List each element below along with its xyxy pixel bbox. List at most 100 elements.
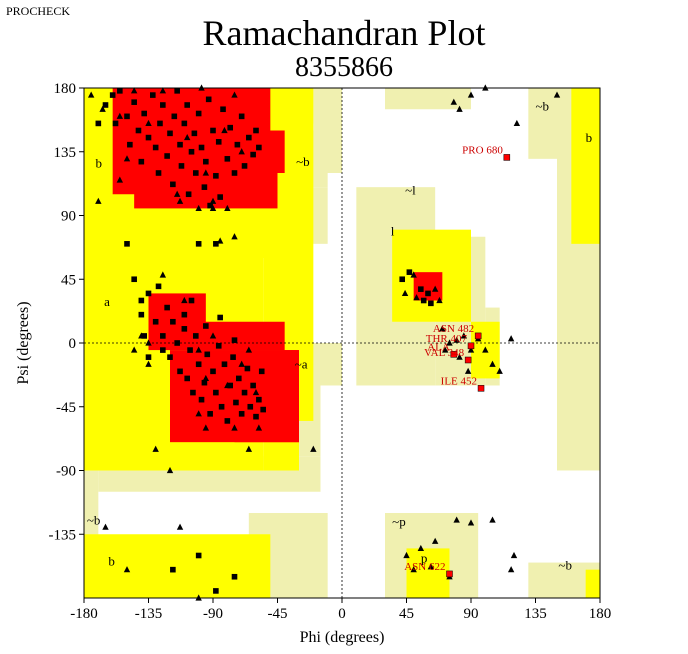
residue-square-point (181, 311, 188, 318)
outlier-label: ALA (427, 341, 450, 353)
allowed-region (585, 569, 600, 598)
residue-square-point (244, 365, 251, 372)
zero-lines (84, 88, 600, 598)
residue-square-point (253, 413, 259, 420)
residue-triangle-point (166, 466, 174, 474)
residue-triangle-point (310, 445, 317, 452)
residue-triangle-point (467, 519, 475, 526)
x-tick-label: -90 (203, 606, 223, 622)
residue-triangle-point (145, 360, 152, 367)
residue-triangle-point (427, 563, 435, 570)
residue-triangle-point (507, 566, 515, 573)
residue-square-point (155, 170, 162, 176)
residue-triangle-point (202, 169, 210, 176)
region-label: ~b (87, 512, 101, 527)
residue-square-point (152, 144, 159, 151)
residue-square-point (193, 170, 199, 176)
residue-triangle-point (231, 91, 238, 98)
residue-triangle-point (173, 190, 181, 197)
residue-triangle-point (102, 523, 109, 530)
residue-square-point (95, 120, 102, 127)
residue-square-point (253, 127, 259, 134)
residue-triangle-point (145, 339, 152, 346)
residue-square-point (420, 297, 427, 304)
residue-triangle-point (431, 537, 439, 544)
x-tick-label: 135 (524, 606, 547, 622)
region-label: ~b (558, 558, 572, 573)
residue-triangle-point (130, 87, 138, 94)
residue-square-point (138, 158, 145, 165)
residue-triangle-point (159, 87, 167, 94)
residue-triangle-point (460, 332, 468, 339)
residue-square-point (213, 389, 219, 396)
residue-triangle-point (116, 176, 124, 183)
residue-triangle-point (245, 445, 253, 452)
residue-square-point (112, 120, 119, 127)
residue-square-point (224, 418, 231, 424)
residue-square-point (195, 552, 202, 559)
residue-square-point (220, 106, 226, 113)
residue-square-point (250, 382, 256, 389)
x-tick-label: 180 (589, 606, 612, 622)
residue-square-point (210, 127, 216, 134)
residue-square-point (160, 333, 166, 339)
residue-triangle-point (467, 346, 475, 353)
residue-triangle-point (195, 410, 202, 417)
outlier-point (467, 342, 475, 350)
residue-triangle-point (159, 271, 167, 278)
residue-square-point (213, 588, 219, 594)
residue-square-point (145, 134, 152, 141)
core-region (134, 173, 278, 209)
residue-square-point (204, 351, 211, 358)
region-label: ~b (536, 99, 550, 114)
residue-square-point (224, 156, 231, 162)
residue-triangle-point (138, 332, 145, 339)
residue-square-point (256, 144, 262, 151)
core-region (127, 130, 285, 173)
residue-triangle-point (123, 566, 131, 573)
x-tick-label: 90 (464, 606, 479, 622)
residue-square-point (238, 113, 245, 120)
residue-square-point (145, 354, 152, 360)
residue-triangle-point (195, 346, 202, 353)
residue-square-point (155, 283, 162, 290)
residue-square-point (152, 318, 159, 325)
residue-square-point (127, 141, 133, 148)
residue-square-point (193, 333, 199, 339)
residue-square-point (184, 102, 190, 108)
residue-triangle-point (467, 91, 475, 98)
residue-triangle-point (446, 339, 453, 346)
residue-triangle-point (553, 91, 561, 98)
residue-square-point (185, 191, 192, 198)
residue-triangle-point (221, 126, 228, 134)
x-tick-label: -45 (268, 606, 288, 622)
residue-triangle-point (95, 197, 102, 204)
residue-square-point (241, 389, 248, 396)
residue-square-point (141, 333, 147, 339)
residue-square-point (170, 566, 176, 573)
residue-triangle-point (496, 367, 503, 374)
residue-square-point (150, 92, 156, 98)
residue-square-point (160, 102, 166, 108)
x-tick-label: -135 (135, 606, 163, 622)
residue-square-point (236, 375, 242, 382)
residue-triangle-point (482, 346, 489, 353)
residue-square-point (187, 347, 193, 353)
residue-triangle-point (87, 91, 95, 98)
residue-square-point (174, 88, 180, 94)
residue-square-point (213, 173, 219, 179)
residue-square-point (170, 181, 176, 188)
residue-triangle-point (176, 523, 184, 530)
residue-square-point (198, 144, 205, 151)
residue-square-point (170, 318, 176, 325)
residue-square-point (177, 368, 183, 375)
y-tick-label: 180 (54, 81, 77, 97)
residue-triangle-point (450, 98, 457, 105)
residue-square-point (190, 389, 196, 396)
residue-square-point (428, 300, 434, 307)
residue-square-point (181, 120, 188, 127)
residue-square-point (164, 304, 170, 311)
residue-square-point (215, 139, 222, 145)
residue-square-point (207, 411, 213, 417)
residue-square-point (233, 399, 239, 406)
